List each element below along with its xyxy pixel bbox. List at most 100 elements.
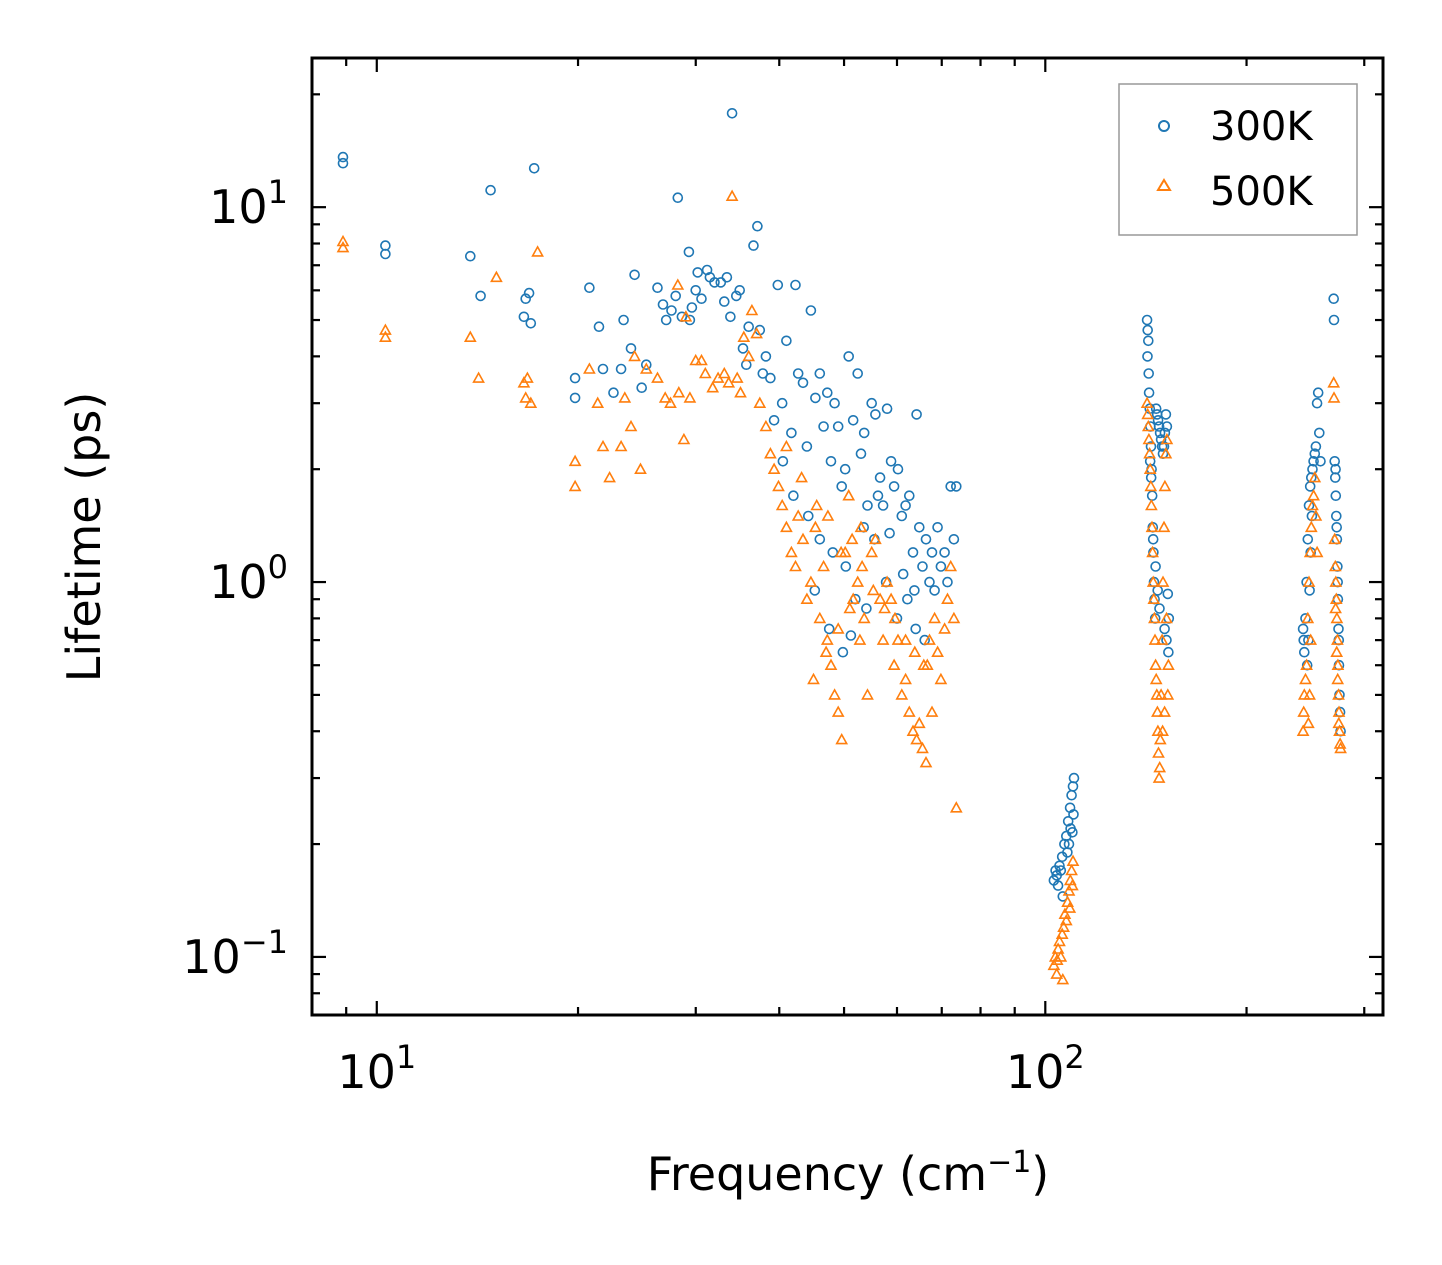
- data-point-300k: [718, 296, 730, 307]
- data-point-500k: [1306, 498, 1319, 511]
- data-point-300k: [872, 490, 884, 502]
- data-point-500k: [809, 520, 822, 533]
- data-point-300k: [888, 481, 900, 492]
- data-point-300k: [797, 377, 809, 389]
- data-point-500k: [1145, 498, 1158, 511]
- data-point-300k: [528, 163, 540, 174]
- data-point-300k: [924, 576, 935, 588]
- data-point-300k: [518, 311, 530, 323]
- data-point-500k: [1157, 520, 1171, 533]
- data-point-300k: [802, 510, 814, 522]
- data-point-500k: [1151, 705, 1164, 717]
- data-point-300k: [821, 387, 833, 399]
- plot-frame: [310, 56, 1385, 1017]
- data-point-300k: [1161, 421, 1173, 432]
- data-point-300k: [608, 387, 619, 399]
- data-point-300k: [743, 321, 755, 333]
- data-point-300k: [692, 267, 704, 278]
- data-point-500k: [820, 633, 834, 645]
- data-point-300k: [855, 448, 867, 460]
- data-point-500k: [1056, 972, 1070, 985]
- data-point-500k: [835, 732, 849, 745]
- data-point-300k: [740, 359, 752, 371]
- data-point-500k: [917, 658, 931, 670]
- data-point-500k: [1062, 884, 1076, 896]
- data-point-500k: [1148, 633, 1162, 645]
- data-point-300k: [907, 547, 919, 558]
- data-point-300k: [843, 351, 855, 362]
- data-point-300k: [900, 500, 911, 511]
- data-point-300k: [1150, 561, 1161, 572]
- data-point-500k: [861, 688, 874, 700]
- data-point-300k: [726, 108, 738, 119]
- data-point-500k: [819, 645, 833, 657]
- data-point-500k: [1331, 672, 1345, 685]
- data-point-300k: [885, 455, 897, 467]
- data-point-500k: [742, 349, 756, 362]
- data-point-300k: [935, 561, 947, 572]
- data-point-500k: [873, 592, 887, 604]
- data-point-500k: [895, 688, 909, 700]
- data-point-500k: [1059, 913, 1073, 926]
- data-point-500k: [717, 366, 731, 379]
- data-point-500k: [1304, 633, 1318, 645]
- data-point-500k: [1332, 716, 1346, 729]
- data-point-500k: [1055, 927, 1069, 939]
- data-point-300k: [786, 427, 797, 439]
- data-point-500k: [780, 439, 793, 452]
- data-point-500k: [1332, 705, 1346, 717]
- data-point-300k: [1147, 533, 1159, 545]
- data-point-300k: [523, 287, 535, 299]
- data-point-500k: [891, 633, 905, 645]
- data-point-300k: [790, 279, 801, 291]
- data-point-300k: [337, 151, 349, 163]
- data-point-500k: [568, 454, 582, 467]
- data-point-300k: [1163, 646, 1174, 658]
- data-point-500k: [1145, 520, 1159, 533]
- data-point-500k: [880, 575, 894, 587]
- data-point-500k: [791, 509, 805, 521]
- data-point-500k: [1329, 601, 1342, 614]
- data-point-500k: [1327, 376, 1341, 388]
- data-point-500k: [624, 419, 638, 432]
- data-point-300k: [752, 220, 763, 232]
- data-point-300k: [686, 302, 698, 313]
- data-point-300k: [672, 192, 684, 203]
- data-point-300k: [829, 397, 840, 409]
- data-point-500k: [767, 462, 781, 474]
- data-point-500k: [764, 447, 777, 459]
- data-point-300k: [897, 568, 909, 580]
- legend-marker-500k: [1156, 178, 1172, 191]
- data-point-300k: [805, 305, 817, 316]
- data-point-300k: [814, 533, 826, 545]
- data-point-500k: [1296, 724, 1310, 736]
- data-point-500k: [865, 545, 879, 558]
- data-point-300k: [902, 593, 913, 605]
- data-point-500k: [1309, 509, 1323, 521]
- data-point-500k: [1153, 760, 1167, 773]
- legend: 300K 500K: [1118, 83, 1358, 236]
- data-point-300k: [725, 311, 736, 323]
- data-point-300k: [1331, 521, 1342, 533]
- data-point-300k: [629, 269, 640, 281]
- data-point-300k: [1152, 414, 1164, 426]
- data-point-300k: [932, 521, 943, 533]
- data-point-500k: [817, 559, 830, 572]
- data-point-500k: [753, 396, 767, 408]
- data-point-300k: [836, 481, 848, 492]
- data-point-500k: [379, 323, 392, 335]
- data-point-300k: [1067, 826, 1078, 838]
- data-point-500k: [524, 396, 538, 408]
- data-point-500k: [671, 278, 685, 290]
- data-point-300k: [920, 533, 932, 545]
- data-point-500k: [916, 741, 929, 754]
- data-point-500k: [1156, 575, 1170, 587]
- data-point-300k: [1066, 789, 1077, 801]
- data-point-300k: [593, 321, 605, 333]
- data-point-500k: [1331, 658, 1345, 670]
- data-point-300k: [730, 290, 742, 302]
- data-point-500k: [1158, 705, 1171, 717]
- data-point-500k: [785, 545, 798, 558]
- axis-tick-labels: 101 102 10−1 100 101: [182, 173, 1084, 1099]
